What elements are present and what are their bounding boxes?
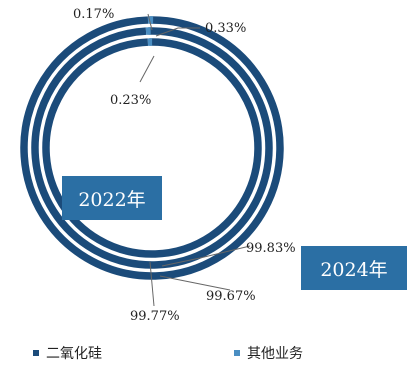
ring-outer-slice-silica — [20, 16, 284, 280]
legend-label-silica: 二氧化硅 — [46, 346, 102, 362]
leader-outer-small — [147, 13, 153, 31]
ring-inner-slice-silica — [42, 38, 262, 258]
label-outer-main: 99.83% — [246, 241, 296, 256]
legend-swatch-other — [234, 350, 240, 356]
legend-item-silica: 二氧化硅 — [33, 343, 102, 363]
label-middle-main: 99.67% — [206, 289, 256, 304]
legend-swatch-silica — [33, 350, 39, 356]
leader-middle-small — [155, 27, 200, 37]
legend-label-other: 其他业务 — [247, 346, 303, 362]
ring-middle-slice-silica — [31, 27, 273, 269]
label-outer-small: 0.17% — [73, 7, 114, 22]
leader-inner-main — [149, 261, 155, 307]
leader-lines — [139, 13, 251, 307]
year-box-right: 2024年 — [301, 246, 407, 290]
leader-outer-main — [161, 245, 251, 267]
year-box-left: 2022年 — [62, 176, 162, 220]
label-inner-small: 0.23% — [110, 93, 151, 108]
label-inner-main: 99.77% — [130, 309, 180, 324]
label-middle-small: 0.33% — [205, 21, 246, 36]
rings-group — [20, 16, 284, 280]
legend-item-other: 其他业务 — [234, 343, 303, 363]
leader-middle-main — [159, 275, 231, 291]
leader-inner-small — [139, 55, 155, 83]
